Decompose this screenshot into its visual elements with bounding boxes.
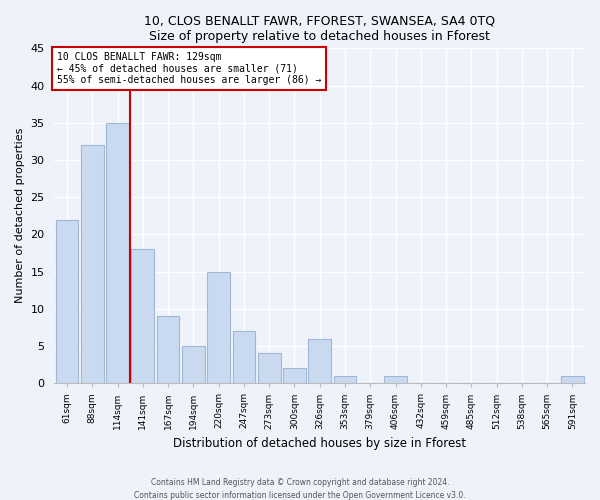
X-axis label: Distribution of detached houses by size in Fforest: Distribution of detached houses by size … — [173, 437, 466, 450]
Bar — [182, 346, 205, 384]
Title: 10, CLOS BENALLT FAWR, FFOREST, SWANSEA, SA4 0TQ
Size of property relative to de: 10, CLOS BENALLT FAWR, FFOREST, SWANSEA,… — [144, 15, 495, 43]
Bar — [258, 354, 281, 384]
Bar — [561, 376, 584, 384]
Bar — [233, 331, 255, 384]
Bar — [131, 250, 154, 384]
Bar — [157, 316, 179, 384]
Bar — [56, 220, 79, 384]
Text: 10 CLOS BENALLT FAWR: 129sqm
← 45% of detached houses are smaller (71)
55% of se: 10 CLOS BENALLT FAWR: 129sqm ← 45% of de… — [57, 52, 322, 86]
Bar — [81, 145, 104, 384]
Bar — [384, 376, 407, 384]
Bar — [283, 368, 306, 384]
Bar — [207, 272, 230, 384]
Y-axis label: Number of detached properties: Number of detached properties — [15, 128, 25, 304]
Bar — [334, 376, 356, 384]
Bar — [106, 123, 129, 384]
Bar — [308, 338, 331, 384]
Text: Contains HM Land Registry data © Crown copyright and database right 2024.
Contai: Contains HM Land Registry data © Crown c… — [134, 478, 466, 500]
